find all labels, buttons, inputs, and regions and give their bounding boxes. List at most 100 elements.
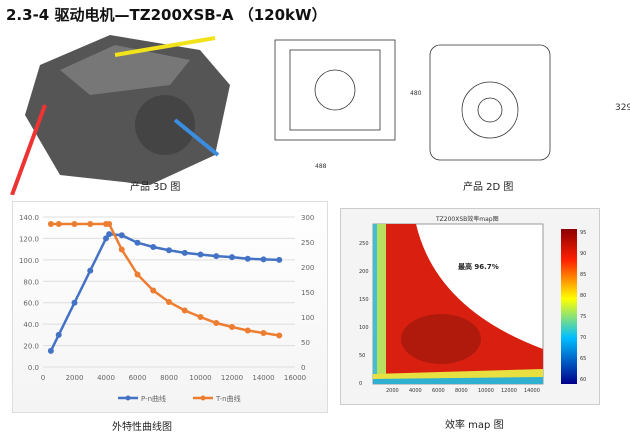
data-point: [71, 221, 78, 227]
x-tick: 0: [41, 374, 45, 382]
map-x-tick: 6000: [432, 388, 445, 394]
y-left-tick: 140.0: [19, 214, 39, 222]
data-point: [106, 231, 113, 238]
map-y-tick: 0: [359, 381, 362, 387]
map-x-tick: 4000: [409, 388, 422, 394]
dim-width: 488: [315, 163, 327, 170]
map-x-tick: 2000: [386, 388, 399, 394]
data-point: [181, 307, 188, 314]
motor-2d-drawing: 488 480 329: [274, 39, 630, 170]
colorbar-tick: 90: [580, 251, 586, 257]
map-x-tick: 12000: [501, 388, 517, 394]
y-right-tick: 100: [301, 314, 314, 322]
dim-height: 480: [410, 90, 422, 97]
blue-arrow: [173, 118, 220, 157]
caption-2d: 产品 2D 图: [463, 182, 514, 193]
data-point: [276, 256, 283, 263]
motor-3d-image: [10, 35, 230, 195]
data-point: [106, 221, 113, 227]
data-point: [166, 247, 172, 254]
x-tick: 10000: [189, 374, 211, 382]
y-left-tick: 20.0: [23, 343, 39, 351]
y-right-tick: 250: [301, 239, 314, 247]
colorbar-tick: 80: [580, 293, 586, 299]
data-point: [118, 246, 125, 253]
y-left-tick: 80.0: [23, 278, 39, 286]
data-point: [197, 314, 204, 320]
caption-curve: 外特性曲线图: [112, 422, 172, 433]
y-right-tick: 0: [301, 364, 305, 372]
legend-marker: [125, 395, 131, 401]
colorbar-tick: 85: [580, 272, 586, 278]
colorbar-tick: 95: [580, 230, 586, 236]
data-point: [134, 239, 141, 246]
colorbar-tick: 70: [580, 335, 586, 341]
y-right-tick: 200: [301, 264, 314, 272]
map-x-tick: 10000: [478, 388, 494, 394]
data-point: [71, 299, 78, 306]
map-svg: TZ200XSB效率map图 最高 96.7% 2000 4000 6000 8000…: [359, 215, 586, 394]
y-left-tick: 120.0: [19, 235, 39, 243]
max-efficiency-label: 最高 96.7%: [458, 262, 499, 271]
colorbar-tick: 75: [580, 314, 586, 320]
data-point: [47, 221, 54, 227]
map-y-tick: 200: [359, 269, 369, 275]
map-title: TZ200XSB效率map图: [435, 215, 499, 223]
legend-label: T-n曲线: [215, 394, 241, 403]
map-y-tick: 250: [359, 241, 369, 247]
legend-marker: [200, 395, 206, 401]
data-point: [103, 235, 109, 242]
red-arrow: [10, 104, 47, 195]
data-point: [229, 254, 235, 261]
x-tick: 8000: [160, 374, 178, 382]
y-left-tick: 60.0: [23, 300, 39, 308]
data-point: [87, 221, 94, 227]
x-tick: 16000: [284, 374, 306, 382]
caption-map: 效率 map 图: [445, 420, 504, 431]
data-point: [197, 251, 204, 258]
x-tick: 2000: [66, 374, 84, 382]
data-point: [213, 320, 220, 326]
y-right-tick: 150: [301, 289, 314, 297]
map-x-tick: 14000: [524, 388, 540, 394]
data-point: [166, 299, 172, 305]
y-left-tick: 0.0: [28, 364, 39, 372]
data-point: [276, 332, 283, 339]
series-line: [49, 232, 280, 352]
slide-title: 2.3-4 驱动电机—TZ200XSB-A （120kW）: [6, 6, 327, 24]
data-point: [213, 253, 220, 260]
map-y-tick: 150: [359, 297, 369, 303]
y-right-tick: 50: [301, 339, 310, 347]
data-point: [181, 249, 188, 256]
data-point: [118, 232, 125, 239]
efficiency-map: TZ200XSB效率map图 最高 96.7% 2000 4000 6000 8000…: [340, 208, 600, 405]
colorbar-tick: 60: [580, 377, 586, 383]
data-point: [150, 287, 157, 294]
y-left-tick: 100.0: [19, 257, 39, 265]
x-tick: 14000: [252, 374, 274, 382]
dim-side-height: 329: [615, 103, 630, 113]
x-tick: 6000: [129, 374, 147, 382]
yellow-arrow: [114, 36, 216, 57]
map-y-tick: 100: [359, 325, 369, 331]
x-tick: 4000: [97, 374, 115, 382]
data-point: [55, 331, 62, 338]
y-left-tick: 40.0: [23, 321, 39, 329]
x-tick: 12000: [221, 374, 243, 382]
map-x-tick: 8000: [455, 388, 468, 394]
colorbar-tick: 65: [580, 356, 586, 362]
chart-svg: 0.0 20.0 40.0 60.0 80.0 100.0 120.0 140.0 0 50 100…: [19, 214, 314, 403]
characteristic-chart: 0.0 20.0 40.0 60.0 80.0 100.0 120.0 140.0 0 50 100…: [12, 201, 328, 413]
data-point: [244, 255, 251, 262]
data-point: [47, 347, 54, 354]
data-point: [260, 256, 267, 263]
legend-label: P-n曲线: [141, 394, 166, 403]
data-point: [87, 267, 94, 274]
data-point: [55, 221, 62, 227]
data-point: [244, 327, 251, 334]
caption-3d: 产品 3D 图: [130, 182, 181, 193]
data-point: [150, 244, 157, 250]
y-right-tick: 300: [301, 214, 314, 222]
data-point: [229, 324, 235, 330]
map-y-tick: 50: [359, 353, 365, 359]
